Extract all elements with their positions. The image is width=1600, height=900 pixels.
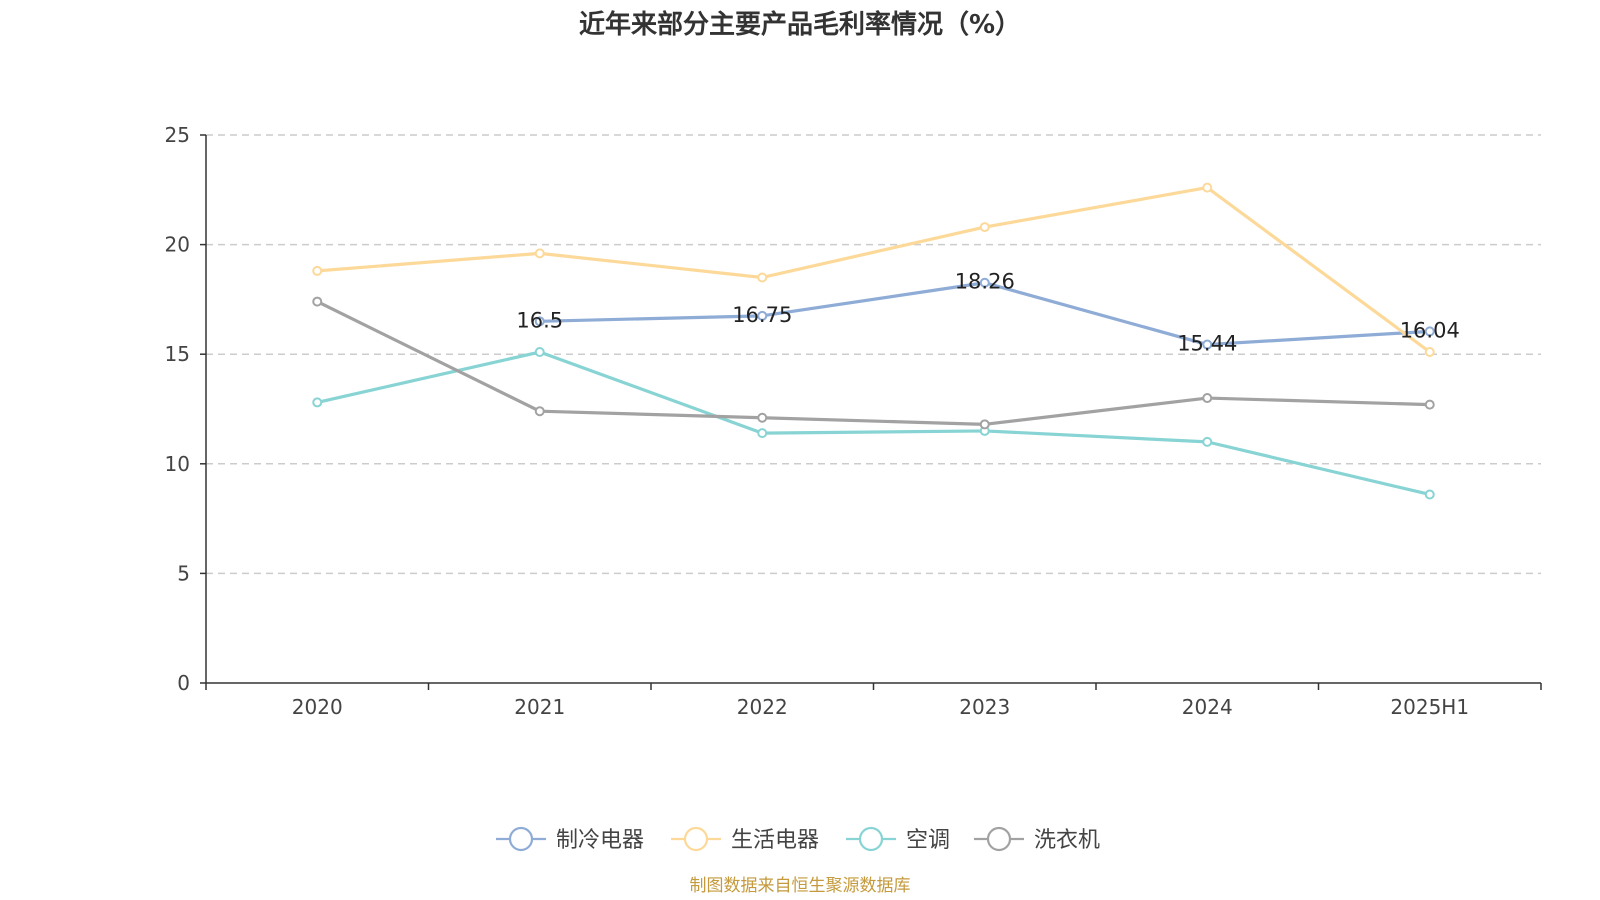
legend-label: 制冷电器 (556, 828, 644, 853)
y-tick-label: 5 (177, 561, 190, 585)
legend-marker (508, 826, 534, 852)
x-tick-label: 2025H1 (1390, 695, 1469, 719)
data-point[interactable] (1202, 339, 1213, 350)
data-point[interactable] (534, 248, 545, 259)
legend-item-2[interactable]: 空调 (846, 826, 950, 853)
legend-marker (986, 826, 1012, 852)
data-point[interactable] (1424, 489, 1435, 500)
legend-item-1[interactable]: 生活电器 (671, 826, 819, 853)
data-label: 15.44 (1177, 332, 1237, 356)
data-point[interactable] (534, 347, 545, 358)
data-point[interactable] (979, 419, 990, 430)
x-tick-label: 2024 (1182, 695, 1233, 719)
data-point[interactable] (312, 296, 323, 307)
data-point[interactable] (1202, 393, 1213, 404)
data-point[interactable] (534, 316, 545, 327)
data-label: 16.75 (732, 303, 792, 327)
x-tick-label: 2021 (514, 695, 565, 719)
series-line (315, 350, 1432, 497)
data-point[interactable] (312, 397, 323, 408)
series-lines (312, 182, 1435, 500)
data-point[interactable] (757, 428, 768, 439)
data-point[interactable] (1424, 326, 1435, 337)
legend-item-0[interactable]: 制冷电器 (496, 826, 644, 853)
series-2 (312, 347, 1435, 500)
source-note: 制图数据来自恒生聚源数据库 (690, 876, 911, 896)
data-point[interactable] (1424, 399, 1435, 410)
data-labels: 16.5 16.75 18.26 15.44 16.04 (516, 270, 1459, 356)
data-point[interactable] (312, 265, 323, 276)
data-point[interactable] (757, 310, 768, 321)
series-line (315, 299, 1432, 426)
legend-label: 洗衣机 (1034, 828, 1100, 853)
legend-label: 空调 (906, 828, 950, 853)
y-tick-label: 25 (165, 123, 190, 147)
data-point[interactable] (1202, 182, 1213, 193)
chart-title: 近年来部分主要产品毛利率情况（%） (579, 9, 1021, 40)
data-label: 18.26 (955, 270, 1015, 294)
legend-marker (858, 826, 884, 852)
data-point[interactable] (1202, 436, 1213, 447)
y-tick-label: 15 (165, 342, 190, 366)
data-point[interactable] (979, 277, 990, 288)
data-point[interactable] (1424, 347, 1435, 358)
series-line (315, 186, 1432, 354)
x-tick-label: 2023 (959, 695, 1010, 719)
data-point[interactable] (757, 412, 768, 423)
series-3 (312, 296, 1435, 430)
y-tick-label: 10 (165, 452, 190, 476)
legend: 制冷电器 生活电器 空调 洗衣机 (496, 826, 1100, 853)
data-label: 16.04 (1400, 318, 1460, 342)
x-tick-label: 2020 (292, 695, 343, 719)
x-tick-label: 2022 (737, 695, 788, 719)
data-point[interactable] (979, 222, 990, 233)
data-point[interactable] (534, 406, 545, 417)
y-tick-label: 0 (177, 671, 190, 695)
legend-item-3[interactable]: 洗衣机 (974, 826, 1100, 853)
data-label: 16.5 (516, 308, 563, 332)
data-point[interactable] (757, 272, 768, 283)
y-tick-label: 20 (165, 233, 190, 257)
series-0 (534, 277, 1435, 350)
legend-label: 生活电器 (731, 828, 819, 853)
legend-marker (683, 826, 709, 852)
grid-lines (206, 134, 1541, 575)
axes: 0 5 10 15 20 25 2020 2021 2022 2023 2024 2025H1 (165, 123, 1542, 719)
series-1 (312, 182, 1435, 358)
